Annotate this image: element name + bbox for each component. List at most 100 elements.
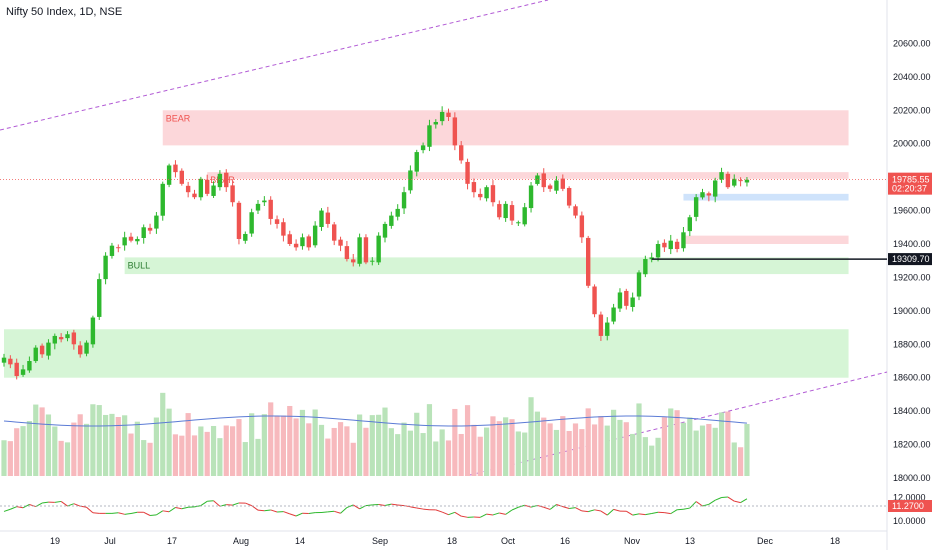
candle-body (128, 236, 134, 241)
candle-body (217, 173, 223, 188)
oscillator-segment (695, 501, 703, 507)
oscillator-segment (606, 509, 614, 516)
candle-body (370, 260, 375, 262)
oscillator-segment (213, 500, 221, 507)
candle-body (236, 202, 242, 239)
volume-bar (439, 429, 445, 476)
candle-body (592, 286, 597, 315)
volume-bar (261, 414, 267, 476)
oscillator-segment (226, 504, 233, 506)
oscillator-segment (626, 510, 633, 516)
candle-body (262, 200, 267, 203)
volume-bar (712, 427, 718, 476)
candle-body (97, 279, 102, 317)
volume-bar (274, 416, 280, 476)
candle-body (617, 292, 623, 309)
volume-bar (268, 402, 274, 476)
volume-bar (312, 409, 318, 476)
oscillator-segment (22, 504, 30, 509)
volume-bar (115, 417, 121, 476)
candle-body (52, 335, 57, 344)
price-tick-label: 18000.00 (893, 473, 931, 483)
candle-body (693, 197, 699, 217)
volume-bar (45, 414, 52, 476)
candle-body (230, 185, 235, 203)
candle-body (78, 345, 83, 355)
volume-bar (350, 442, 356, 476)
candle-body (586, 237, 591, 286)
volume-bar (369, 415, 375, 476)
oscillator-segment (480, 513, 487, 518)
candle-body (332, 224, 337, 241)
oscillator-segment (461, 515, 468, 518)
oscillator-segment (594, 509, 601, 512)
candle-body (211, 185, 216, 196)
candle-body (547, 185, 553, 189)
volume-bar (630, 433, 636, 476)
oscillator-segment (340, 507, 348, 514)
candle-body (408, 170, 413, 191)
oscillator-segment (10, 506, 17, 510)
volume-bar (134, 421, 140, 476)
candle-body (522, 207, 527, 225)
volume-bar (433, 441, 439, 476)
oscillator-segment (334, 510, 341, 514)
candle-body (185, 185, 191, 193)
candle-body (357, 237, 362, 264)
candle-body (255, 203, 261, 211)
candle-body (39, 345, 45, 355)
volume-bar (191, 435, 198, 476)
oscillator-segment (270, 509, 278, 513)
oscillator-segment (54, 500, 62, 503)
oscillator-segment (289, 513, 297, 517)
oscillator-segment (321, 511, 328, 513)
oscillator-segment (410, 506, 417, 509)
candle-body (27, 361, 32, 371)
time-tick-label: 14 (295, 536, 305, 546)
volume-bar (541, 417, 547, 476)
volume-bar (706, 423, 712, 476)
volume-bar (376, 414, 382, 476)
volume-bar (744, 423, 750, 476)
volume-bar (401, 422, 407, 476)
volume-bar (420, 433, 426, 476)
candle-body (306, 236, 311, 248)
volume-bar (674, 410, 680, 476)
oscillator-segment (365, 504, 373, 507)
candle-body (287, 234, 292, 244)
time-tick-label: 16 (560, 536, 570, 546)
oscillator-segment (632, 513, 640, 516)
volume-bar (331, 427, 337, 476)
volume-bar (553, 429, 560, 476)
volume-bar (77, 414, 83, 476)
volume-bar (325, 438, 331, 476)
last-price-label: 19785.55 (892, 175, 930, 185)
oscillator-segment (42, 501, 49, 504)
candle-body (249, 212, 254, 234)
price-tick-label: 18400.00 (893, 406, 931, 416)
candle-body (20, 369, 26, 375)
volume-bar (58, 440, 64, 476)
zone-label-2: BULL (128, 260, 151, 270)
candle-body (681, 232, 686, 249)
candle-body (319, 210, 324, 227)
oscillator-segment (391, 503, 398, 506)
volume-bar (141, 440, 147, 476)
volume-bar (14, 428, 20, 476)
candle-body (224, 172, 229, 188)
candle-body (478, 193, 483, 198)
candle-body (116, 247, 121, 249)
candle-body (141, 227, 146, 238)
oscillator-segment (86, 506, 94, 514)
price-tick-label: 20600.00 (893, 38, 931, 48)
volume-bar (572, 423, 579, 476)
candle-body (725, 173, 731, 188)
oscillator-segment (454, 511, 462, 517)
candle-body (541, 173, 546, 188)
volume-bar (122, 415, 128, 476)
candle-body (46, 342, 51, 356)
zone-bull-3 (4, 329, 849, 378)
candle-body (8, 358, 13, 365)
volume-bar (147, 442, 153, 476)
